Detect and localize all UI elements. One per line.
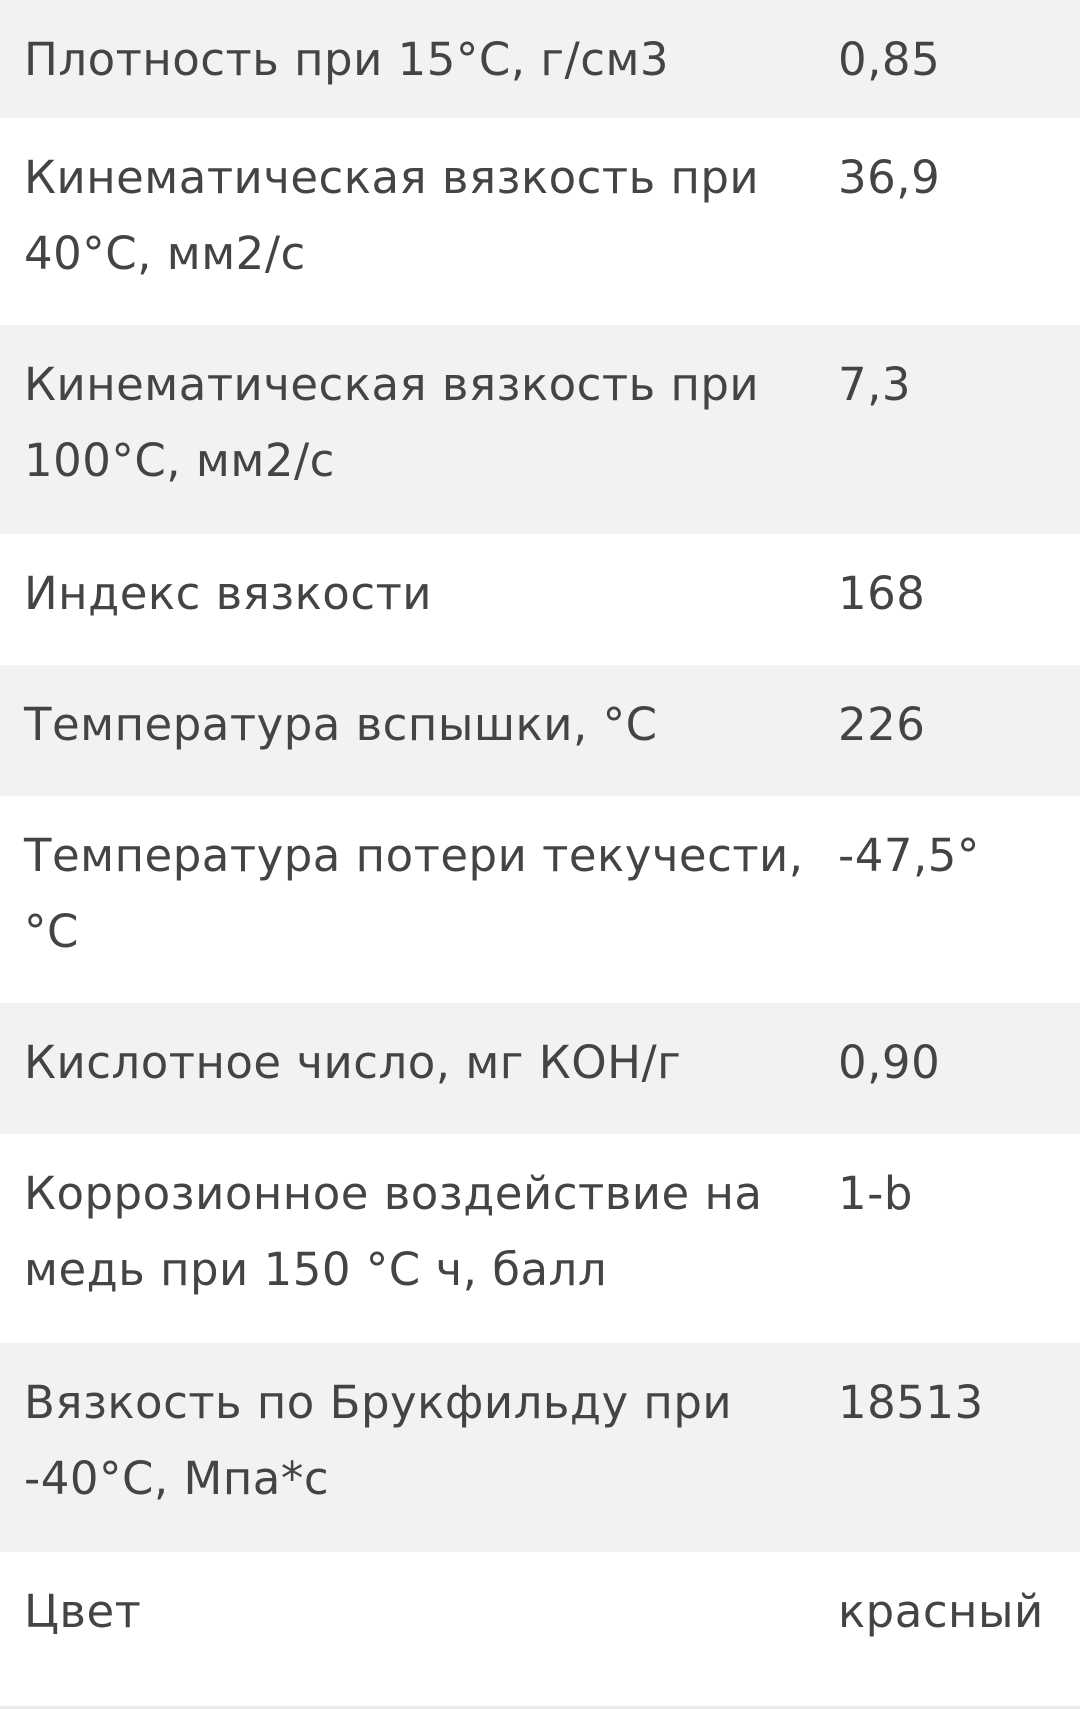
bottom-divider: [0, 1706, 1080, 1709]
table-row: Вязкость по Брукфильду при -40°С, Мпа*с 1…: [0, 1343, 1080, 1552]
property-name: Плотность при 15°C, г/см3: [24, 33, 670, 86]
property-name: Температура вспышки, °С: [24, 698, 658, 751]
property-value: 0,90: [838, 1036, 941, 1089]
property-name: Кислотное число, мг КОН/г: [24, 1036, 682, 1089]
property-name: Индекс вязкости: [24, 567, 433, 620]
table-row: Индекс вязкости 168: [0, 534, 1080, 665]
table-row: Кинематическая вязкость при 100°C, мм2/с…: [0, 325, 1080, 534]
property-value: 0,85: [838, 33, 941, 86]
property-value: 7,3: [838, 358, 912, 411]
property-name: Температура потери текучести, °С: [24, 829, 804, 958]
property-value: 168: [838, 567, 926, 620]
property-value: 226: [838, 698, 926, 751]
table-row: Цвет красный: [0, 1552, 1080, 1706]
property-value: -47,5°: [838, 829, 980, 882]
property-value: красный: [838, 1585, 1044, 1638]
property-value: 36,9: [838, 151, 941, 204]
table-row: Коррозионное воздействие на медь при 150…: [0, 1134, 1080, 1343]
table-row: Кинематическая вязкость при 40°C, мм2/с 3…: [0, 118, 1080, 325]
table-row: Температура вспышки, °С 226: [0, 665, 1080, 796]
table-row: Плотность при 15°C, г/см3 0,85: [0, 0, 1080, 118]
property-name: Цвет: [24, 1585, 142, 1638]
table-row: Кислотное число, мг КОН/г 0,90: [0, 1003, 1080, 1134]
property-name: Кинематическая вязкость при 100°C, мм2/с: [24, 358, 760, 487]
property-name: Вязкость по Брукфильду при -40°С, Мпа*с: [24, 1376, 733, 1505]
property-value: 18513: [838, 1376, 984, 1429]
table-row: Температура потери текучести, °С -47,5°: [0, 796, 1080, 1003]
property-name: Кинематическая вязкость при 40°C, мм2/с: [24, 151, 760, 280]
property-name: Коррозионное воздействие на медь при 150…: [24, 1167, 763, 1296]
property-value: 1-b: [838, 1167, 913, 1220]
